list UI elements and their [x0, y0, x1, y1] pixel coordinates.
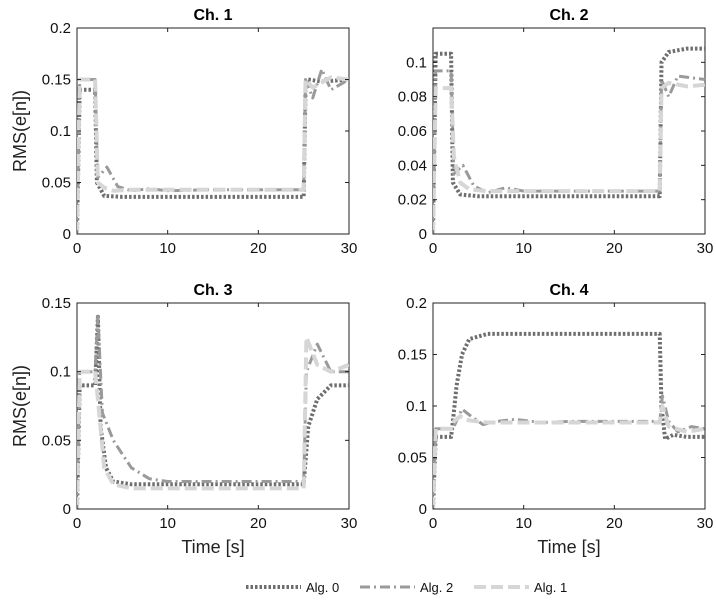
subplot-3: 0 10 20 30 0 0.05 0.1 0.15 Ch. 3 RMS(e[n]) Time [s…	[10, 282, 357, 557]
y-tick-label: 0.02	[398, 192, 427, 209]
legend: Alg. 0 Alg. 2 Alg. 1	[246, 580, 567, 595]
x-tick-label: 30	[341, 515, 358, 532]
series-line-alg-1	[433, 80, 705, 234]
subplot-2: 0 10 20 30 0 0.02 0.04 0.06 0.08 0.1 Ch. 2	[398, 7, 714, 257]
y-tick-label: 0.15	[42, 72, 71, 89]
series-group	[433, 331, 705, 509]
x-tick-label: 10	[159, 240, 176, 257]
y-tick-label: 0.15	[398, 347, 427, 364]
x-tick-label: 20	[250, 515, 267, 532]
x-tick-label: 20	[250, 240, 267, 257]
y-tick-label: 0.1	[406, 54, 427, 71]
series-line-alg-2	[433, 69, 705, 234]
series-group	[433, 46, 705, 234]
subplot-title: Ch. 3	[193, 282, 232, 299]
x-tick-label: 0	[73, 240, 81, 257]
series-line-alg-2	[77, 315, 349, 509]
legend-label: Alg. 1	[534, 580, 567, 595]
x-tick-label: 10	[515, 240, 532, 257]
series-line-alg-0	[433, 331, 705, 509]
subplot-title: Ch. 4	[549, 282, 588, 299]
y-tick-label: 0.15	[42, 295, 71, 312]
series-line-alg-1	[433, 404, 705, 509]
y-tick-label: 0.2	[406, 295, 427, 312]
x-axis-label: Time [s]	[537, 537, 600, 557]
y-axis-label: RMS(e[n])	[10, 90, 30, 172]
series-line-alg-2	[433, 394, 705, 509]
x-tick-label: 10	[159, 515, 176, 532]
y-tick-label: 0.2	[50, 20, 71, 37]
series-line-alg-0	[77, 77, 349, 234]
x-tick-label: 20	[606, 240, 623, 257]
y-tick-label: 0.05	[398, 450, 427, 467]
series-line-alg-1	[77, 335, 349, 509]
axes-frame	[76, 27, 350, 235]
legend-label: Alg. 2	[420, 580, 453, 595]
x-tick-label: 20	[606, 515, 623, 532]
y-tick-label: 0	[63, 226, 71, 243]
subplot-title: Ch. 1	[193, 7, 232, 24]
y-tick-label: 0.1	[50, 123, 71, 140]
series-line-alg-2	[77, 67, 349, 234]
y-tick-label: 0.05	[42, 175, 71, 192]
y-tick-label: 0.1	[406, 398, 427, 415]
axes-frame	[76, 302, 350, 510]
series-group	[77, 314, 349, 509]
y-tick-label: 0	[63, 501, 71, 518]
subplot-4: 0 10 20 30 0 0.05 0.1 0.15 0.2 Ch. 4 Time [s]	[398, 282, 714, 557]
y-tick-label: 0	[419, 226, 427, 243]
subplot-1: 0 10 20 30 0 0.05 0.1 0.15 0.2 Ch. 1 RMS(e[n])	[10, 7, 357, 257]
y-tick-label: 0.08	[398, 89, 427, 106]
legend-label: Alg. 0	[306, 580, 339, 595]
series-line-alg-0	[433, 46, 705, 234]
y-tick-label: 0.1	[50, 364, 71, 381]
x-tick-label: 30	[697, 240, 714, 257]
x-tick-label: 0	[429, 515, 437, 532]
y-tick-label: 0.04	[398, 157, 427, 174]
x-axis-label: Time [s]	[181, 537, 244, 557]
x-tick-label: 30	[341, 240, 358, 257]
series-line-alg-0	[77, 314, 349, 509]
x-tick-label: 0	[429, 240, 437, 257]
series-line-alg-1	[77, 75, 349, 234]
x-tick-label: 0	[73, 515, 81, 532]
y-tick-label: 0.05	[42, 432, 71, 449]
y-axis-label: RMS(e[n])	[10, 365, 30, 447]
y-tick-label: 0.06	[398, 123, 427, 140]
series-group	[77, 67, 349, 234]
subplot-title: Ch. 2	[549, 7, 588, 24]
x-tick-label: 10	[515, 515, 532, 532]
x-tick-label: 30	[697, 515, 714, 532]
y-tick-label: 0	[419, 501, 427, 518]
